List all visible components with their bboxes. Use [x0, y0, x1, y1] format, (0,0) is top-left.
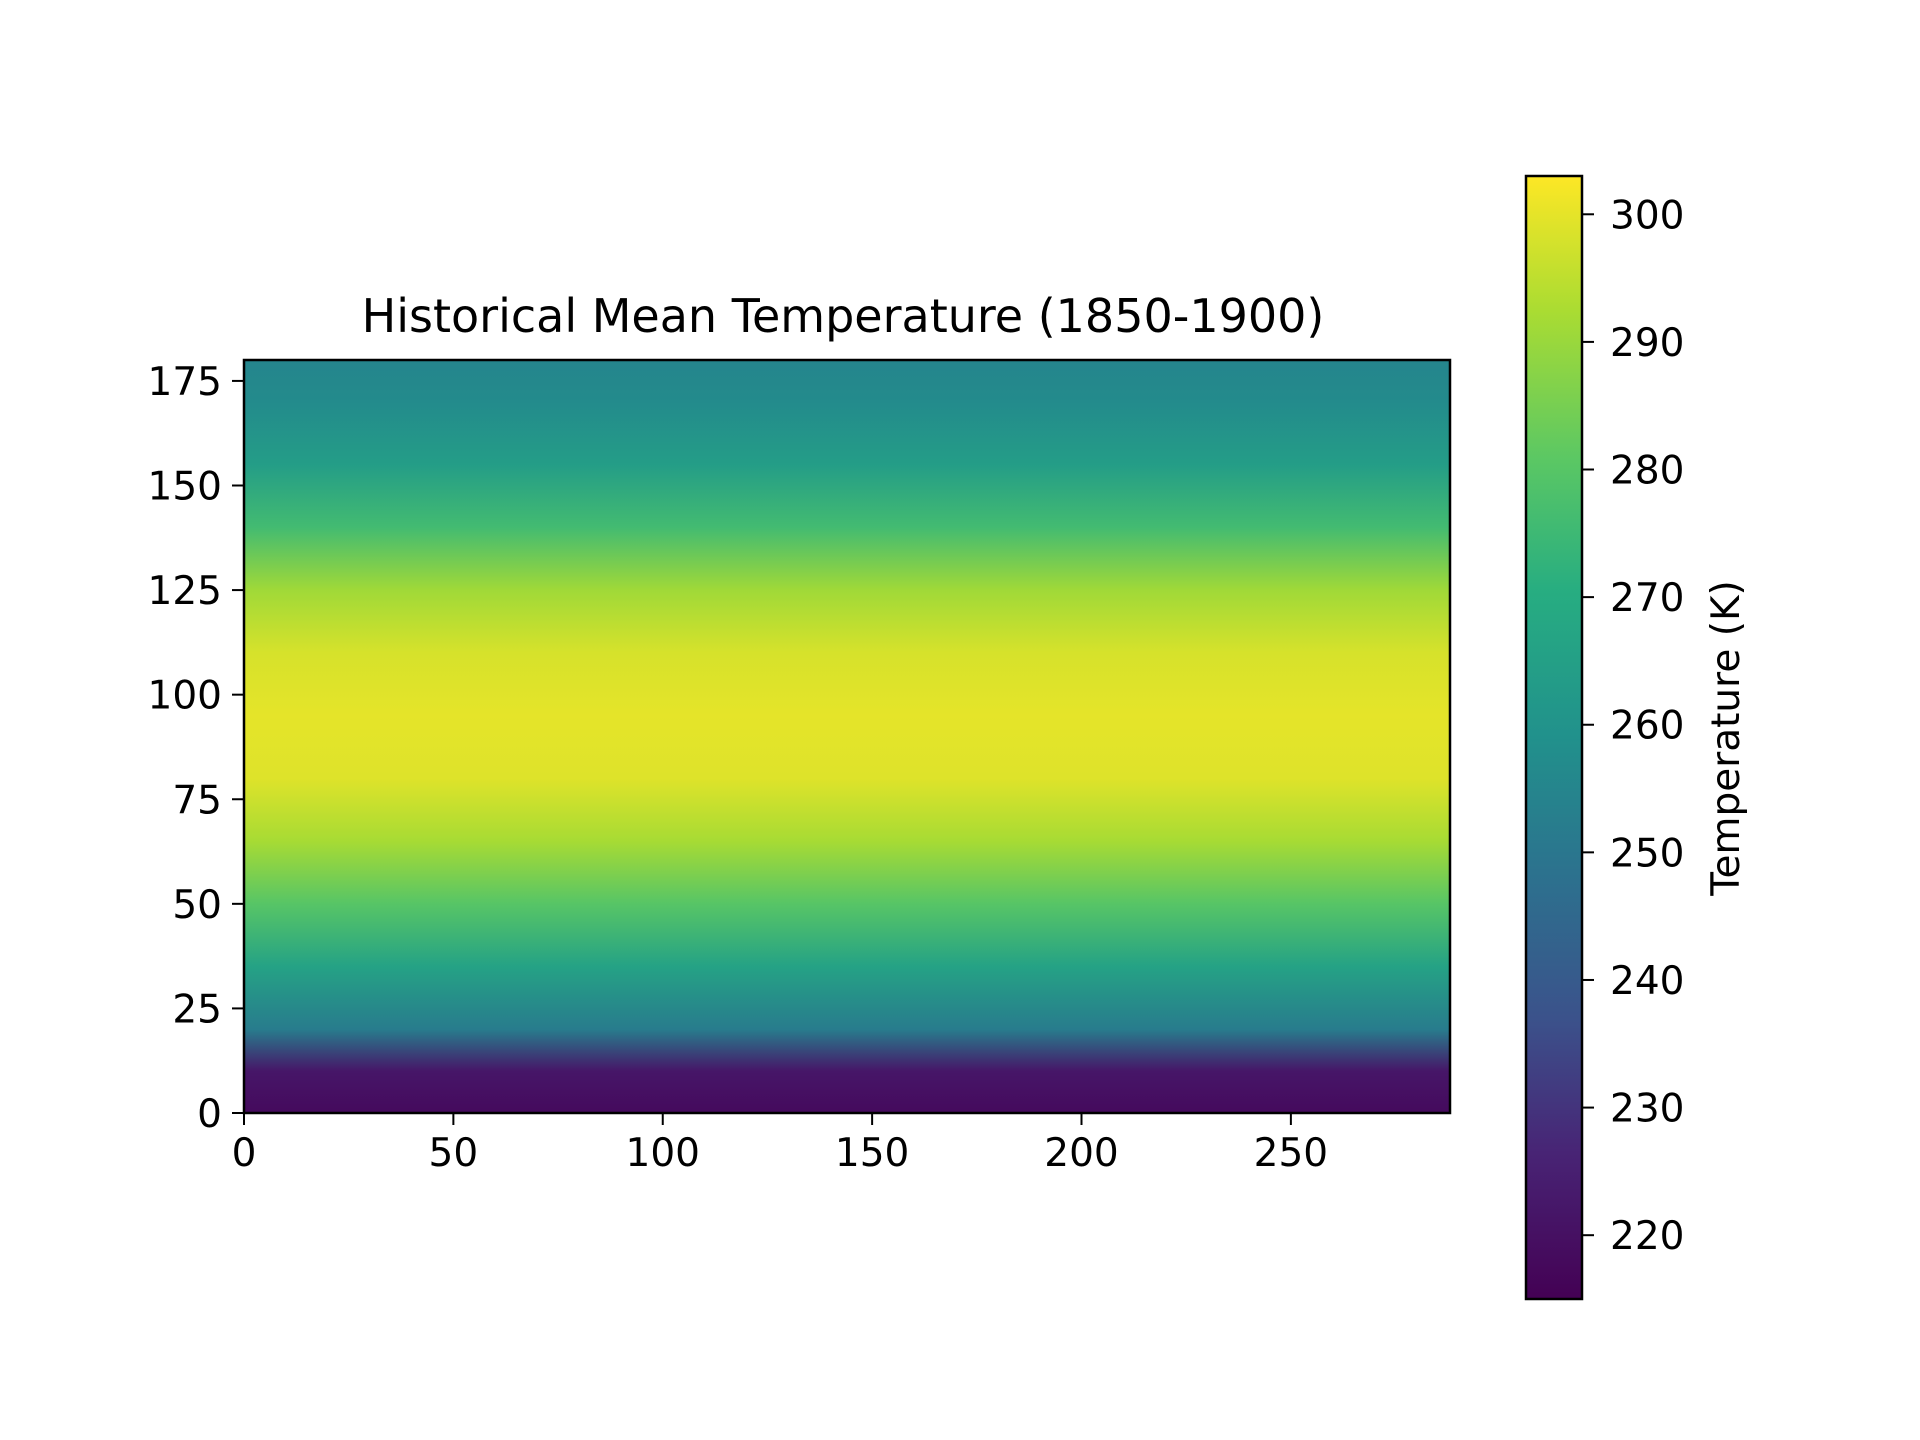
- x-tick-label: 0: [232, 1131, 257, 1176]
- colorbar-label: Temperature (K): [1704, 580, 1749, 896]
- chart-title: Historical Mean Temperature (1850-1900): [362, 289, 1325, 343]
- y-tick-label: 25: [172, 987, 222, 1032]
- colorbar-tick-label: 250: [1610, 831, 1684, 876]
- x-tick-label: 250: [1254, 1131, 1328, 1176]
- heatmap-area: [244, 360, 1450, 1113]
- colorbar-tick-label: 260: [1610, 704, 1684, 749]
- colorbar-tick-label: 230: [1610, 1087, 1684, 1132]
- x-tick-label: 150: [835, 1131, 909, 1176]
- heatmap-field: [244, 360, 1450, 1113]
- y-tick-label: 150: [148, 465, 222, 510]
- colorbar-tick-label: 240: [1610, 959, 1684, 1004]
- y-axis: 0 25 50 75 100 125 150 175: [148, 360, 244, 1137]
- x-tick-label: 100: [626, 1131, 700, 1176]
- y-tick-label: 75: [172, 778, 222, 823]
- y-tick-label: 100: [148, 674, 222, 719]
- y-tick-label: 175: [148, 360, 222, 405]
- colorbar-scale: [1524, 174, 1584, 1301]
- y-tick-label: 125: [148, 569, 222, 614]
- y-tick-label: 0: [197, 1092, 222, 1137]
- plot-frame: [242, 358, 1452, 1115]
- colorbar-tick-label: 270: [1610, 576, 1684, 621]
- x-axis: 0 50 100 150 200 250: [232, 1113, 1328, 1176]
- y-tick-label: 50: [172, 883, 222, 928]
- x-tick-label: 200: [1044, 1131, 1118, 1176]
- x-tick-label: 50: [429, 1131, 479, 1176]
- colorbar-tick-label: 290: [1610, 321, 1684, 366]
- colorbar-tick-label: 220: [1610, 1214, 1684, 1259]
- colorbar-tick-label: 300: [1610, 193, 1684, 238]
- colorbar: 220 230 240 250 260 270 280 290 300: [1524, 174, 1684, 1301]
- colorbar-tick-label: 280: [1610, 449, 1684, 494]
